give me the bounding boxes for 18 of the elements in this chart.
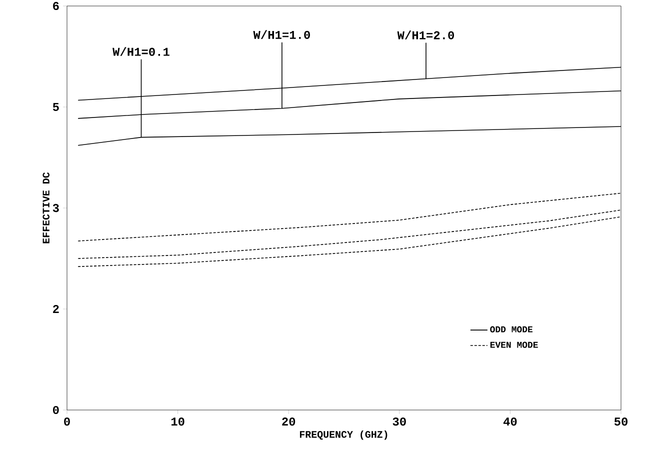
annotation: W/H1=0.1 [112,47,170,56]
x-tick-label: 10 [171,418,184,426]
annotation: W/H1=2.0 [397,30,454,40]
y-tick-label: 2 [53,305,59,313]
legend-label: EVEN MODE [490,342,538,348]
x-axis-title: FREQUENCY (GHZ) [300,430,388,440]
x-tick-label: 50 [614,418,628,426]
y-tick-label: 6 [53,2,59,10]
x-tick-label: 40 [503,418,517,426]
y-tick-label: 0 [53,406,59,414]
annotation: W/H1=1.0 [253,30,310,39]
x-tick-label: 20 [282,418,296,426]
legend-label: ODD MODE [490,326,533,332]
y-axis-title: EFFECTIVE DC [42,172,50,244]
x-tick-label: 30 [392,418,406,426]
y-tick-label: 3 [52,204,59,212]
y-tick-label: 5 [52,103,59,111]
x-tick-label: 0 [64,418,70,426]
